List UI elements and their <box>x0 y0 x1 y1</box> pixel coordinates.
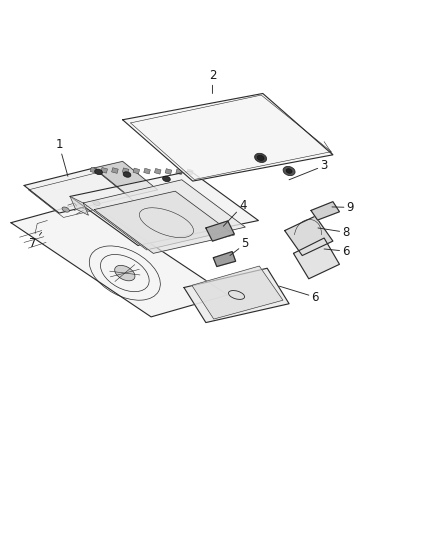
Bar <box>176 169 183 174</box>
Ellipse shape <box>286 169 292 173</box>
Text: 2: 2 <box>208 69 216 93</box>
Text: 3: 3 <box>289 159 328 180</box>
Ellipse shape <box>62 207 69 212</box>
Ellipse shape <box>254 154 267 163</box>
Text: 1: 1 <box>55 138 68 176</box>
Text: 7: 7 <box>29 232 42 250</box>
Polygon shape <box>206 221 234 241</box>
Polygon shape <box>70 171 258 246</box>
Ellipse shape <box>115 265 135 281</box>
Bar <box>122 168 129 174</box>
Polygon shape <box>83 180 245 250</box>
Bar <box>112 168 118 173</box>
Bar <box>133 168 140 174</box>
Bar <box>144 168 150 174</box>
Polygon shape <box>293 238 339 279</box>
Text: 8: 8 <box>318 226 350 239</box>
Polygon shape <box>123 93 333 181</box>
Bar <box>90 167 97 173</box>
Polygon shape <box>24 168 129 213</box>
Polygon shape <box>70 197 88 215</box>
Bar <box>155 168 161 174</box>
Text: 6: 6 <box>279 286 319 304</box>
Polygon shape <box>11 201 228 317</box>
Bar <box>165 168 172 174</box>
Polygon shape <box>184 268 289 322</box>
Ellipse shape <box>95 169 102 175</box>
Polygon shape <box>285 216 333 255</box>
Ellipse shape <box>93 200 100 206</box>
Text: 9: 9 <box>332 201 354 214</box>
Ellipse shape <box>162 176 170 182</box>
Polygon shape <box>94 161 158 197</box>
Polygon shape <box>213 252 236 266</box>
Ellipse shape <box>257 155 264 160</box>
Text: 4: 4 <box>223 199 247 226</box>
Bar <box>101 167 108 173</box>
Polygon shape <box>94 191 234 253</box>
Bar <box>187 169 193 175</box>
Text: 5: 5 <box>230 237 249 255</box>
Ellipse shape <box>283 166 295 175</box>
Ellipse shape <box>123 172 131 177</box>
Polygon shape <box>311 201 339 220</box>
Text: 6: 6 <box>324 245 350 257</box>
Polygon shape <box>192 266 283 319</box>
